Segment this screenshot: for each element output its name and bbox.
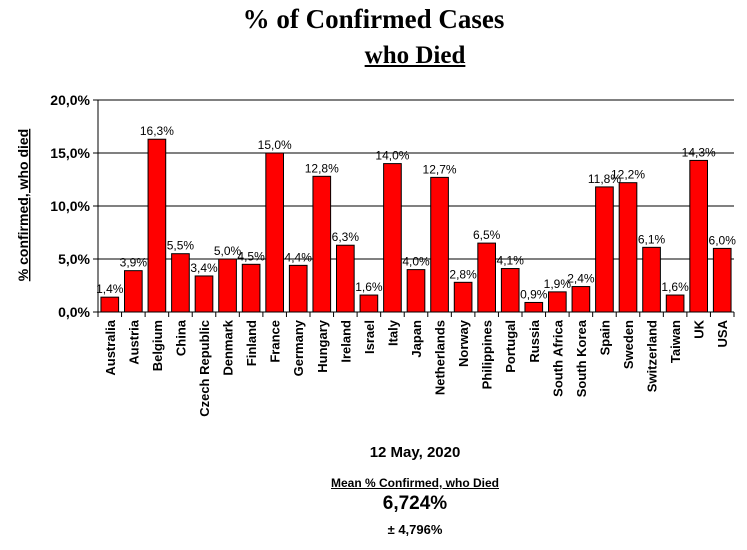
bar [406, 269, 426, 313]
x-tick-label: Switzerland [645, 320, 660, 392]
x-tick-label: Russia [527, 319, 542, 362]
x-tick-label: Belgium [150, 320, 165, 371]
bar [147, 138, 167, 313]
bar [595, 186, 614, 313]
bar [618, 182, 638, 313]
bar [642, 246, 661, 313]
bar [712, 247, 732, 313]
y-tick-label: 0,0% [58, 304, 90, 320]
x-tick-label: Czech Republic [197, 320, 212, 417]
bar [218, 258, 237, 313]
data-label: 1,6% [355, 280, 383, 294]
x-tick-label: Australia [103, 319, 118, 375]
chart-subtitle: who Died [364, 42, 466, 69]
data-label: 4,4% [285, 250, 313, 264]
x-tick-label: Italy [385, 319, 400, 346]
data-label: 14,0% [375, 149, 409, 163]
x-tick-label: UK [692, 319, 707, 338]
mean-label: Mean % Confirmed, who Died [330, 476, 499, 490]
data-label: 12,2% [611, 168, 645, 182]
data-label: 4,5% [237, 249, 265, 263]
x-tick-label: Austria [126, 319, 141, 365]
data-label: 16,3% [140, 124, 174, 138]
x-tick-label: South Korea [574, 319, 589, 397]
data-label: 1,6% [661, 280, 689, 294]
data-label: 6,5% [473, 228, 501, 242]
bar [383, 163, 402, 313]
data-label: 1,9% [544, 277, 572, 291]
bar [194, 275, 214, 313]
data-label: 4,0% [402, 255, 430, 269]
bar [265, 152, 285, 313]
data-label: 11,8% [588, 172, 621, 186]
data-label: 15,0% [258, 138, 292, 152]
std-dev-value: ± 4,796% [387, 522, 443, 537]
data-label: 6,3% [332, 230, 360, 244]
data-labels: 1,4% 3,9% 16,3% 5,5% 3,4% 5,0%4,5% 15,0% 4,4% 12… [96, 124, 736, 301]
x-tick-label: Taiwan [668, 320, 683, 363]
x-tick-label: Germany [291, 319, 306, 376]
x-tick-label: South Africa [550, 319, 565, 397]
mean-value: 6,724% [382, 493, 448, 514]
bar [288, 264, 308, 313]
data-label: 14,3% [682, 145, 716, 159]
x-tick-label: Norway [456, 319, 471, 367]
bar [524, 301, 544, 313]
bar [689, 159, 708, 313]
x-tick-label: Israel [362, 320, 377, 354]
x-tick-label: France [268, 320, 283, 363]
bar [665, 294, 685, 313]
x-tick-label: Sweden [621, 320, 636, 369]
x-tick-label: China [173, 319, 188, 356]
bars [100, 138, 732, 313]
data-label: 5,5% [167, 239, 195, 253]
x-tick-label: Japan [409, 320, 424, 358]
bar [500, 268, 520, 313]
y-axis-label: % confirmed, who died [15, 129, 31, 281]
data-label: 4,1% [497, 254, 525, 268]
x-tick-label: Spain [597, 320, 612, 355]
data-label: 3,4% [190, 261, 218, 275]
x-tick-labels: Australia Austria Belgium China Czech Republ… [103, 319, 730, 417]
data-label: 1,4% [96, 282, 124, 296]
data-label: 2,8% [449, 267, 477, 281]
bar [548, 291, 567, 313]
bar [171, 253, 190, 313]
bar [336, 244, 355, 313]
x-tick-label: USA [715, 319, 730, 347]
bar [453, 281, 473, 313]
bar [430, 176, 449, 313]
data-label: 12,7% [423, 162, 457, 176]
data-label: 12,8% [305, 161, 339, 175]
y-tick-labels: 0,0% 5,0% 10,0% 15,0% 20,0% [50, 92, 90, 320]
chart-title: % of Confirmed Cases [242, 4, 505, 34]
data-label: 6,1% [638, 232, 666, 246]
y-tick-label: 5,0% [58, 251, 90, 267]
y-tick-label: 15,0% [50, 145, 90, 161]
bar [359, 294, 379, 313]
data-label: 3,9% [120, 256, 148, 270]
axes [93, 99, 735, 317]
x-tick-label: Finland [244, 320, 259, 366]
data-label: 6,0% [709, 233, 737, 247]
bar [124, 270, 143, 313]
bar [241, 263, 261, 313]
x-tick-label: Portugal [503, 320, 518, 373]
bar [312, 175, 332, 313]
data-label: 2,4% [567, 272, 595, 286]
x-tick-label: Philippines [480, 320, 495, 389]
x-tick-label: Netherlands [433, 320, 448, 395]
bar [100, 296, 120, 313]
x-tick-label: Denmark [221, 319, 236, 375]
y-tick-label: 10,0% [50, 198, 90, 214]
y-tick-label: 20,0% [50, 92, 90, 108]
x-tick-label: Hungary [315, 319, 330, 373]
date-label: 12 May, 2020 [369, 444, 461, 461]
bar [571, 286, 591, 313]
bar [477, 242, 497, 313]
data-label: 5,0% [214, 244, 242, 258]
bar-chart: 0,0% 5,0% 10,0% 15,0% 20,0% Australia Austria… [15, 92, 736, 417]
x-tick-label: Ireland [338, 320, 353, 363]
data-label: 0,9% [520, 287, 548, 301]
